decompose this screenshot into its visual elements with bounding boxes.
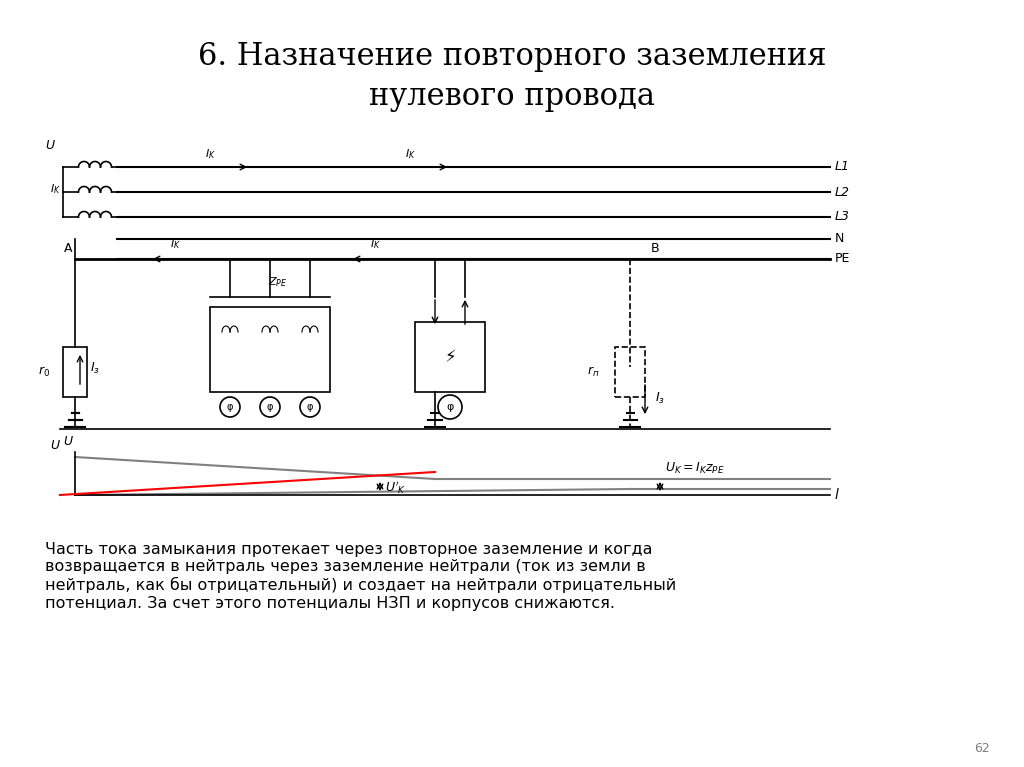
Text: $U'_K$: $U'_K$ — [385, 479, 407, 496]
Text: $I_K$: $I_K$ — [170, 237, 181, 251]
Text: φ: φ — [446, 402, 454, 412]
Text: L3: L3 — [835, 210, 850, 223]
Text: A: A — [63, 242, 72, 255]
Text: Часть тока замыкания протекает через повторное заземление и когда
возвращается в: Часть тока замыкания протекает через пов… — [45, 542, 676, 611]
Text: $I_з$: $I_з$ — [655, 391, 665, 406]
Bar — [415, 322, 485, 392]
Text: U: U — [50, 439, 59, 452]
Text: $r_0$: $r_0$ — [38, 365, 50, 379]
Text: $Z_{PE}$: $Z_{PE}$ — [268, 275, 288, 289]
Text: $I_K$: $I_K$ — [404, 147, 416, 161]
Text: нулевого провода: нулевого провода — [369, 81, 655, 113]
Text: $I_K$: $I_K$ — [205, 147, 215, 161]
Text: φ: φ — [266, 402, 273, 412]
Bar — [615, 347, 645, 397]
Text: PE: PE — [835, 252, 850, 265]
Text: $I_K$: $I_K$ — [370, 237, 381, 251]
Text: N: N — [835, 232, 845, 245]
Text: L1: L1 — [835, 160, 850, 173]
Text: $I_з$: $I_з$ — [90, 361, 100, 376]
Text: $r_п$: $r_п$ — [588, 365, 600, 379]
Text: $U_K = I_K z_{PE}$: $U_K = I_K z_{PE}$ — [665, 461, 725, 476]
Text: U: U — [45, 139, 54, 152]
Text: B: B — [650, 242, 659, 255]
Bar — [63, 347, 87, 397]
Text: φ: φ — [307, 402, 313, 412]
Text: ⚡: ⚡ — [444, 348, 456, 366]
Text: L2: L2 — [835, 186, 850, 199]
Text: l: l — [835, 488, 839, 502]
Text: 62: 62 — [974, 742, 990, 755]
Text: U: U — [63, 435, 72, 448]
Text: 6. Назначение повторного заземления: 6. Назначение повторного заземления — [198, 41, 826, 73]
Bar — [210, 307, 330, 392]
Text: $I_K$: $I_K$ — [49, 182, 60, 196]
Text: φ: φ — [226, 402, 233, 412]
